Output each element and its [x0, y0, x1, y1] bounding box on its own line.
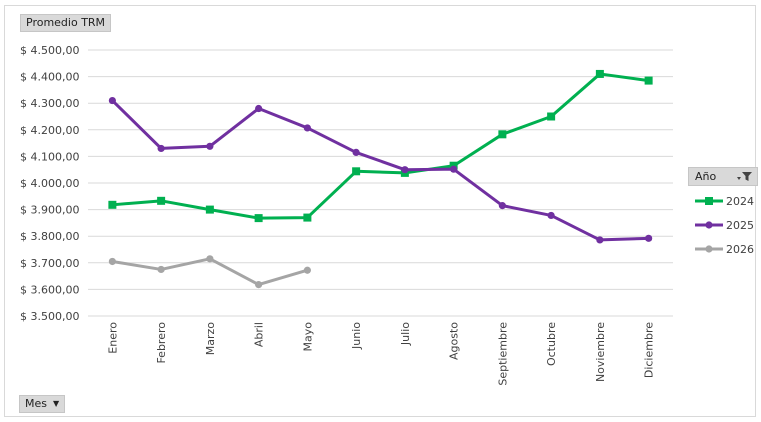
x-tick-label: Enero [106, 322, 119, 354]
chart-frame [4, 5, 756, 417]
y-tick-label: $ 3.600,00 [20, 283, 79, 296]
data-point-2025 [206, 142, 214, 150]
y-tick-label: $ 4.300,00 [20, 97, 79, 110]
y-tick-label: $ 4.100,00 [20, 150, 79, 163]
axis-field-label: Mes [25, 397, 47, 410]
y-tick-label: $ 4.200,00 [20, 124, 79, 137]
data-point-2025 [401, 166, 409, 174]
y-tick-label: $ 4.500,00 [20, 44, 79, 57]
x-tick-label: Febrero [155, 322, 168, 364]
gridlines [88, 49, 673, 317]
data-point-2025 [547, 211, 555, 220]
data-point-2024 [157, 196, 166, 205]
x-tick-label: Noviembre [594, 322, 607, 382]
data-point-2025 [303, 124, 311, 132]
data-point-2025 [352, 148, 360, 157]
data-point-2024 [254, 214, 263, 223]
y-axis: $ 3.500,00 $ 3.600,00 $ 3.700,00 $ 3.800,00… [20, 44, 79, 323]
dropdown-arrow-icon: ▼ [53, 399, 60, 408]
y-tick-label: $ 3.800,00 [20, 230, 79, 243]
data-point-2026 [255, 281, 263, 289]
series-line-2025 [110, 99, 651, 242]
x-tick-label: Octubre [545, 322, 558, 366]
data-point-2024 [303, 213, 312, 222]
data-point-2025 [108, 96, 116, 105]
x-tick-label: Junio [350, 322, 363, 350]
value-field-label: Promedio TRM [26, 16, 106, 29]
x-tick-label: Septiembre [496, 322, 509, 386]
legend-label-2025[interactable]: 2025 [726, 219, 754, 232]
legend-marker-2025 [705, 221, 713, 229]
data-point-2025 [596, 236, 604, 244]
axis-field-button[interactable]: Mes ▼ [19, 395, 66, 413]
data-point-2025 [498, 202, 506, 210]
x-tick-label: Marzo [204, 322, 217, 356]
legend: 2024 2025 2026 [695, 195, 754, 256]
legend-marker-2024 [705, 197, 713, 205]
data-point-2025 [255, 104, 263, 113]
data-point-2026 [108, 257, 116, 266]
data-point-2026 [157, 265, 165, 274]
data-point-2025 [450, 165, 458, 173]
legend-label-2026[interactable]: 2026 [726, 243, 754, 256]
series-line-2024 [110, 72, 651, 220]
data-point-2024 [498, 130, 507, 139]
data-point-2025 [157, 144, 165, 153]
x-tick-label: Diciembre [643, 322, 656, 378]
data-point-2024 [595, 69, 604, 78]
x-tick-label: Julio [399, 322, 412, 346]
y-tick-label: $ 3.900,00 [20, 204, 79, 217]
data-point-2026 [303, 266, 311, 274]
y-tick-label: $ 4.000,00 [20, 177, 79, 190]
legend-marker-2026 [705, 245, 713, 253]
value-field-button[interactable]: Promedio TRM [20, 14, 112, 32]
data-point-2024 [547, 112, 556, 121]
legend-title: Año [695, 170, 717, 183]
data-point-2026 [206, 255, 214, 263]
y-tick-label: $ 4.400,00 [20, 71, 79, 84]
data-point-2024 [352, 167, 361, 176]
x-tick-label: Agosto [448, 322, 461, 360]
series-layer [108, 69, 653, 289]
data-point-2024 [108, 200, 117, 209]
legend-field-button[interactable]: Año [688, 167, 758, 186]
x-axis: Enero Febrero Marzo Abril Mayo Junio Julio Agos… [106, 322, 655, 386]
y-tick-label: $ 3.500,00 [20, 310, 79, 323]
filter-icon[interactable] [737, 171, 753, 185]
x-tick-label: Abril [253, 322, 266, 347]
legend-label-2024[interactable]: 2024 [726, 195, 754, 208]
data-point-2024 [205, 205, 214, 214]
y-tick-label: $ 3.700,00 [20, 257, 79, 270]
x-tick-label: Mayo [301, 322, 314, 352]
data-point-2024 [644, 76, 653, 85]
data-point-2025 [645, 234, 653, 242]
